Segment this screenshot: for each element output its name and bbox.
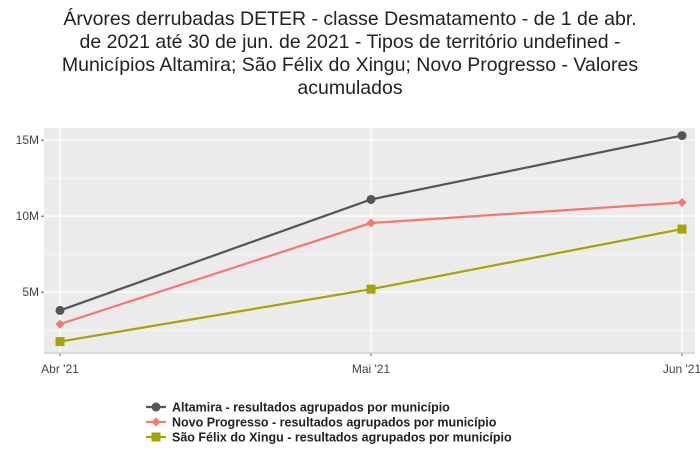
x-tick-label: Jun '21 [663,362,700,376]
chart-title-line-4: acumulados [297,77,403,99]
x-tick-label: Abr '21 [41,362,79,376]
data-point [55,319,65,329]
y-tick-label: 10M [16,209,39,223]
chart-title: Árvores derrubadas DETER - classe Desmat… [0,8,700,100]
chart-title-line-2: de 2021 até 30 de jun. de 2021 - Tipos d… [79,31,621,53]
y-tick-label: 5M [22,285,39,299]
data-point [366,218,376,228]
legend-label: Altamira - resultados agrupados por muni… [172,401,450,415]
chart-title-line-3: Municípios Altamira; São Félix do Xingu;… [61,54,639,76]
legend-marker [151,402,161,412]
legend-marker [151,432,161,442]
data-point [366,284,376,294]
data-point [677,197,687,207]
legend-marker [151,417,161,427]
plot-background [44,128,695,353]
x-tick-label: Mai '21 [352,362,391,376]
data-point [366,194,376,204]
legend-label: Novo Progresso - resultados agrupados po… [172,416,497,430]
data-point [55,337,65,347]
chart-title-line-1: Árvores derrubadas DETER - classe Desmat… [63,8,637,30]
data-point [677,131,687,141]
data-point [55,305,65,315]
data-point [677,224,687,234]
legend-label: São Félix do Xingu - resultados agrupado… [172,431,512,445]
y-tick-label: 15M [16,133,39,147]
